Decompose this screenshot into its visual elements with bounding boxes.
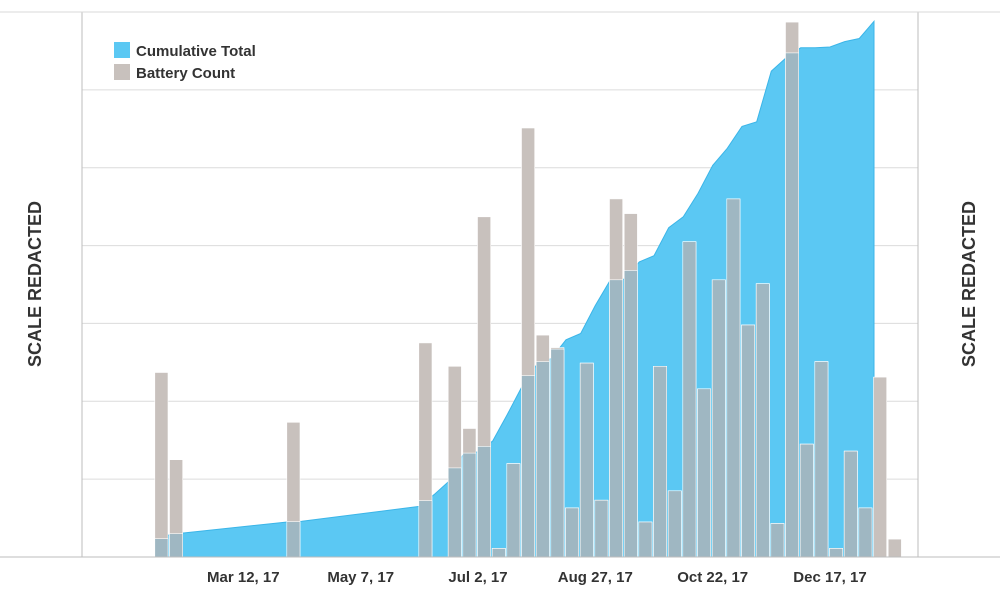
legend-label-cumulative: Cumulative Total xyxy=(136,43,256,60)
right-axis-title: SCALE REDACTED xyxy=(959,201,979,367)
battery-overlap-bar xyxy=(755,283,770,558)
battery-overlap-bar xyxy=(843,450,858,558)
battery-overlap-bar xyxy=(799,443,814,558)
legend: Cumulative Total Battery Count xyxy=(114,42,256,82)
legend-label-battery: Battery Count xyxy=(136,65,235,82)
battery-overlap-bar xyxy=(154,538,169,558)
battery-overlap-bar xyxy=(711,279,726,558)
battery-overlap-bar xyxy=(594,499,609,558)
left-axis-title: SCALE REDACTED xyxy=(25,201,45,367)
battery-overlap-bar xyxy=(447,467,462,558)
battery-overlap-bar xyxy=(169,533,183,558)
overlap-bars xyxy=(154,52,873,558)
x-tick-label: Mar 12, 17 xyxy=(207,569,280,586)
legend-item-cumulative[interactable]: Cumulative Total xyxy=(114,42,256,60)
battery-overlap-bar xyxy=(521,375,535,558)
battery-overlap-bar xyxy=(462,452,477,558)
battery-overlap-bar xyxy=(477,446,491,558)
x-tick-label: Jul 2, 17 xyxy=(448,569,507,586)
battery-overlap-bar xyxy=(506,463,521,558)
battery-overlap-bar xyxy=(535,361,550,558)
battery-overlap-bar xyxy=(667,490,682,558)
legend-swatch-battery xyxy=(114,64,130,80)
battery-overlap-bar xyxy=(491,548,506,558)
battery-count-bar[interactable] xyxy=(873,376,887,558)
battery-overlap-bar xyxy=(550,348,565,558)
legend-swatch-cumulative xyxy=(114,42,130,58)
battery-overlap-bar xyxy=(858,507,873,558)
x-axis-ticks: Mar 12, 17 May 7, 17 Jul 2, 17 Aug 27, 17 Oc… xyxy=(207,569,867,586)
x-tick-label: Dec 17, 17 xyxy=(793,569,866,586)
x-tick-label: Aug 27, 17 xyxy=(558,569,633,586)
battery-overlap-bar xyxy=(623,270,638,558)
battery-count-bar[interactable] xyxy=(887,538,902,558)
battery-overlap-bar xyxy=(726,198,741,558)
battery-overlap-bar xyxy=(682,241,697,558)
battery-overlap-bar xyxy=(770,523,785,558)
battery-overlap-bar xyxy=(565,507,579,558)
battery-overlap-bar xyxy=(697,388,711,558)
plot-frame xyxy=(0,11,1000,558)
battery-overlap-bar xyxy=(609,279,623,558)
battery-overlap-bar xyxy=(741,324,755,558)
battery-overlap-bar xyxy=(638,521,653,558)
battery-overlap-bar xyxy=(785,52,799,558)
x-tick-label: May 7, 17 xyxy=(327,569,394,586)
battery-overlap-bar xyxy=(579,362,594,558)
battery-overlap-bar xyxy=(286,521,301,558)
battery-count-bar[interactable] xyxy=(154,372,169,558)
legend-item-battery[interactable]: Battery Count xyxy=(114,64,235,82)
battery-overlap-bar xyxy=(814,361,829,558)
battery-overlap-bar xyxy=(653,365,667,558)
x-tick-label: Oct 22, 17 xyxy=(677,569,748,586)
battery-overlap-bar xyxy=(418,500,433,558)
battery-overlap-bar xyxy=(829,548,843,558)
